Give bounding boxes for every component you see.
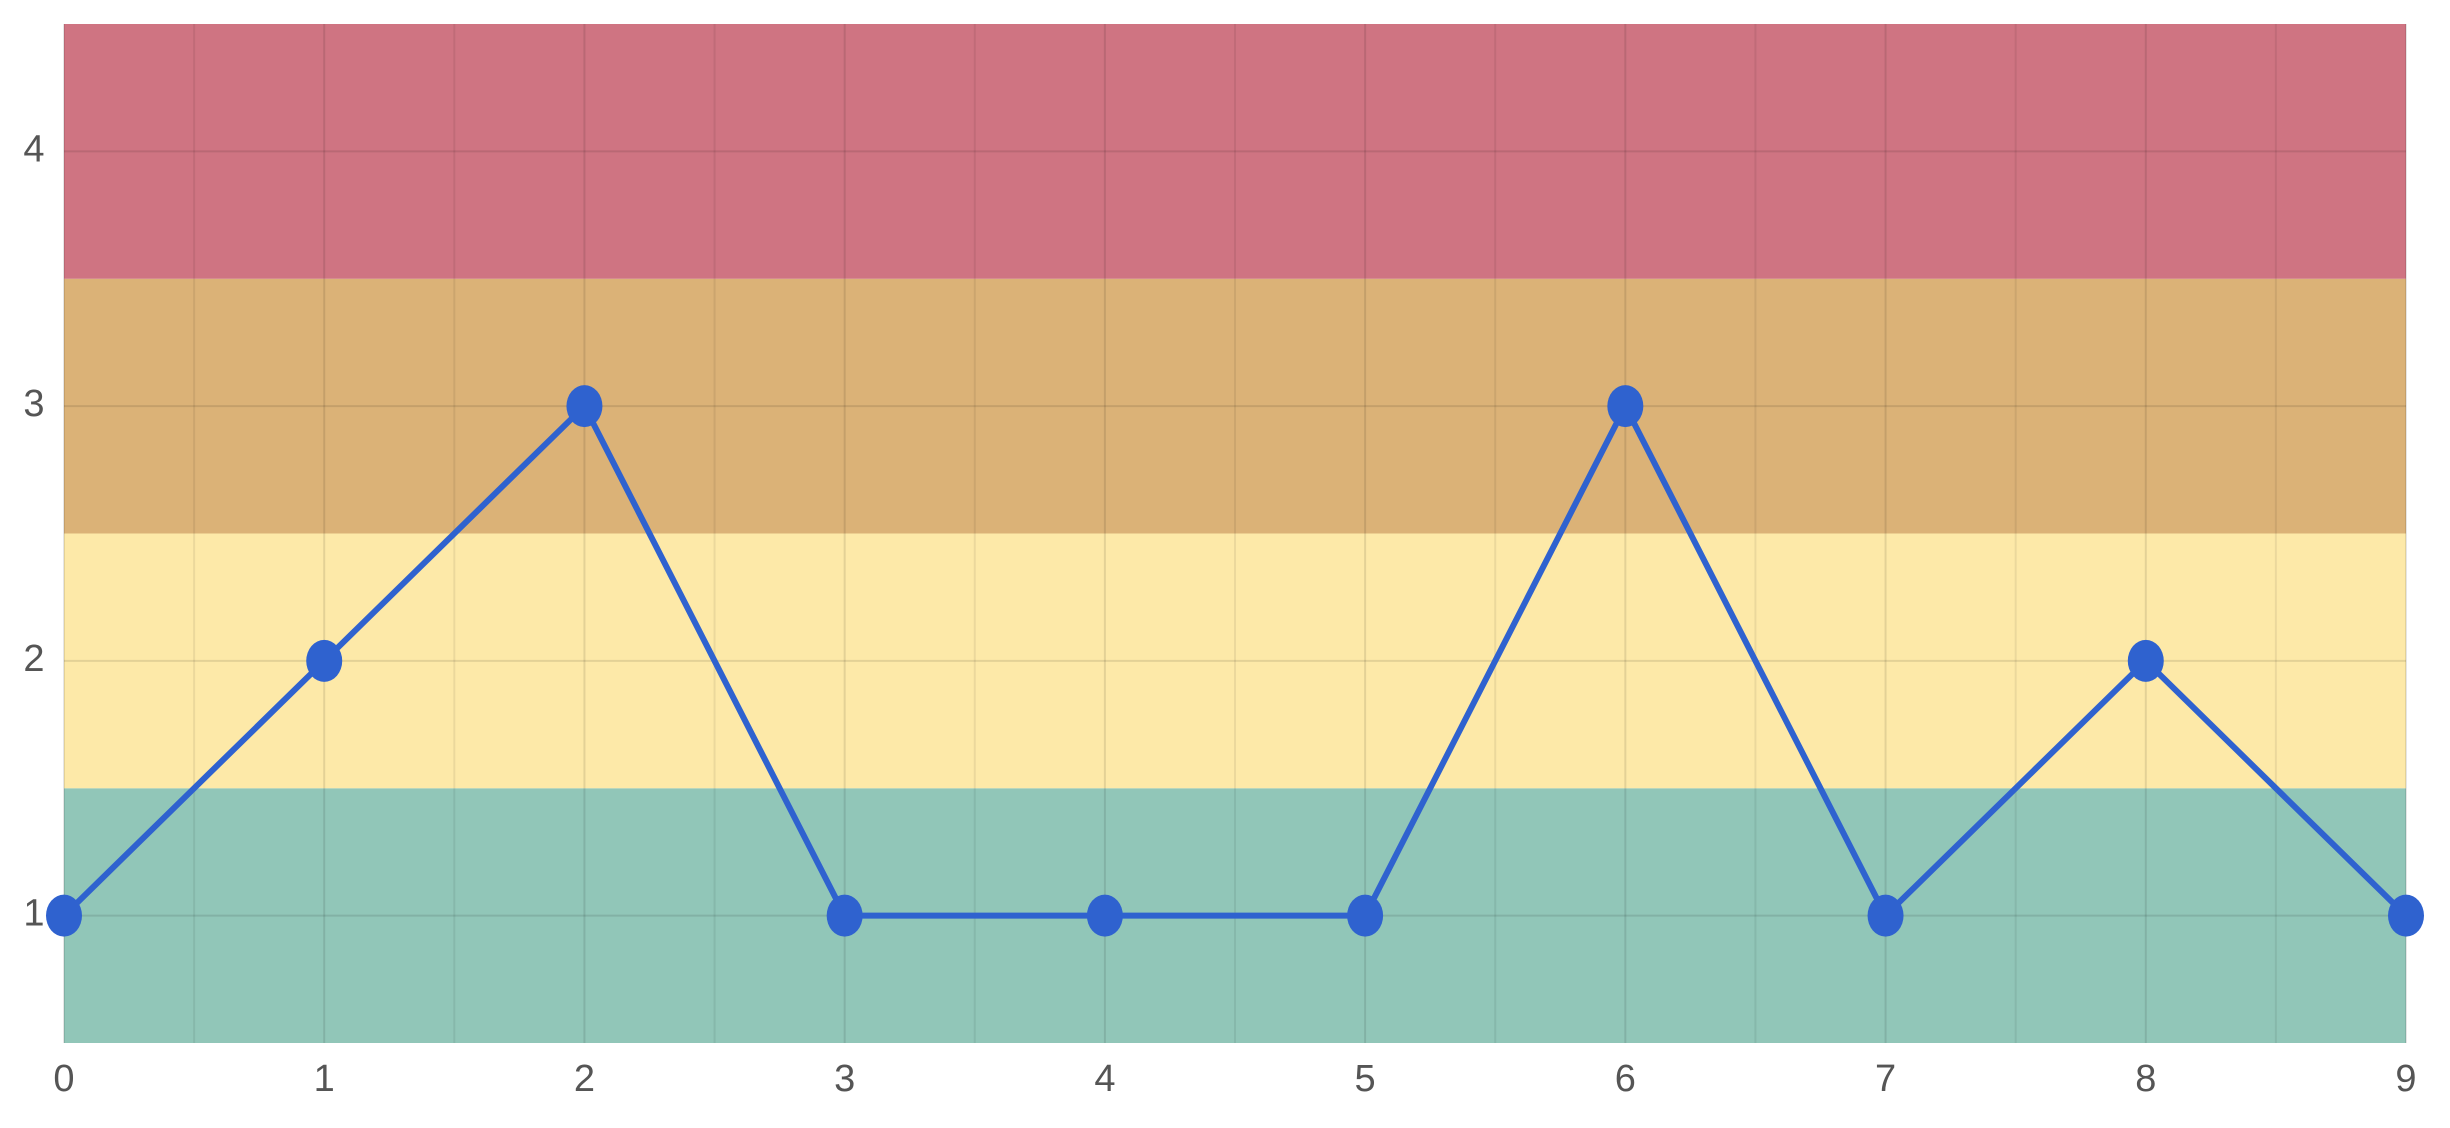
point: [1867, 894, 1904, 937]
x-tick-label: 9: [2395, 1058, 2416, 1100]
y-tick-label: 3: [23, 383, 44, 425]
point: [826, 894, 863, 937]
y-tick-label: 4: [23, 128, 44, 170]
band: [64, 278, 2406, 534]
y-tick-label: 2: [23, 638, 44, 680]
point: [2127, 639, 2164, 682]
point: [566, 385, 603, 428]
band: [64, 533, 2406, 789]
point: [1347, 894, 1384, 937]
point: [1607, 385, 1644, 428]
x-tick-label: 5: [1355, 1058, 1376, 1100]
band: [64, 24, 2406, 279]
x-tick-label: 4: [1094, 1058, 1115, 1100]
point: [2388, 894, 2424, 937]
x-tick-label: 6: [1615, 1058, 1636, 1100]
x-tick-label: 0: [53, 1058, 74, 1100]
x-tick-label: 7: [1875, 1058, 1896, 1100]
line: [61, 403, 2409, 919]
x-tick-label: 1: [314, 1058, 335, 1100]
x-tick-label: 3: [834, 1058, 855, 1100]
x-tick-label: 2: [574, 1058, 595, 1100]
point: [1086, 894, 1123, 937]
point: [46, 894, 82, 937]
x-tick-label: 8: [2135, 1058, 2156, 1100]
point: [306, 639, 343, 682]
y-tick-label: 1: [23, 893, 44, 935]
